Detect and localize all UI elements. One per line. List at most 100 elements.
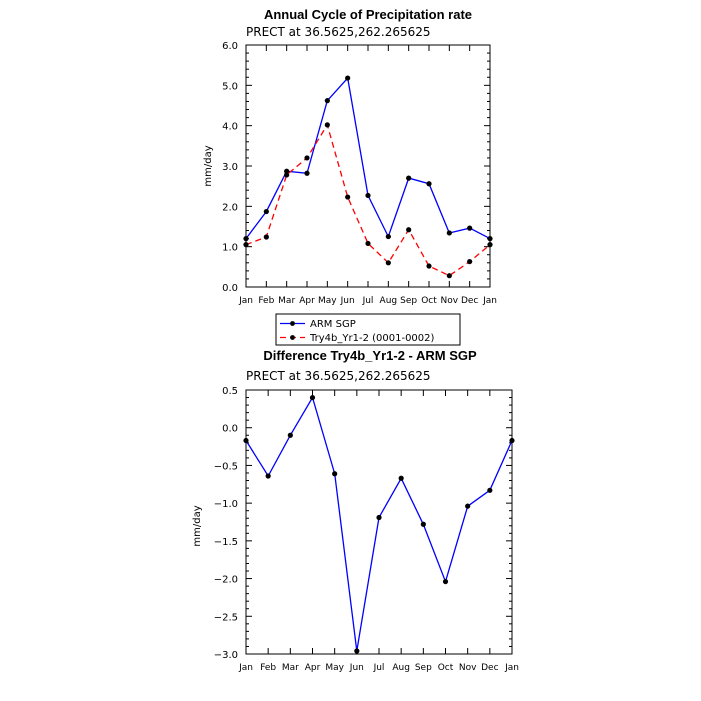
y-tick-label: 5.0 [222, 81, 238, 92]
x-tick-label: Mar [278, 296, 295, 306]
data-point [309, 394, 316, 401]
y-tick-label: 6.0 [222, 41, 238, 52]
data-point [426, 181, 432, 187]
chart-title: Annual Cycle of Precipitation rate [264, 7, 472, 22]
x-tick-label: Nov [459, 663, 477, 673]
legend-box [275, 313, 461, 346]
data-point [406, 175, 412, 181]
legend-label-arm-sgp: ARM SGP [310, 319, 356, 330]
data-point [420, 521, 426, 527]
data-point [354, 648, 360, 654]
y-tick-label: −2.0 [214, 575, 238, 586]
data-point [287, 432, 293, 438]
series-line-0 [245, 395, 513, 652]
x-tick-label: Jun [340, 296, 355, 306]
legend-marker-try4b [290, 335, 295, 340]
x-tick-label: Jul [373, 663, 385, 673]
series-line-0 [245, 76, 491, 240]
y-tick-label: 4.0 [222, 122, 238, 133]
x-tick-label: Jan [482, 296, 497, 306]
data-point [345, 75, 351, 81]
chart-annual-cycle: Annual Cycle of Precipitation rate PRECT… [203, 7, 497, 346]
x-tick-label: Mar [282, 663, 299, 673]
axis-ticks [245, 389, 513, 655]
x-tick-label: Nov [441, 296, 459, 306]
data-point [487, 487, 493, 493]
y-tick-label: −2.5 [214, 612, 238, 623]
x-tick-label: Sep [400, 296, 417, 306]
data-point [365, 192, 371, 199]
x-tick-label: Sep [415, 663, 432, 673]
data-point [284, 172, 290, 178]
y-tick-labels: 0.0 1.0 2.0 3.0 4.0 5.0 6.0 [222, 41, 238, 294]
data-point [446, 273, 452, 279]
x-tick-label: Jan [238, 663, 253, 673]
x-tick-label: Jan [238, 296, 253, 306]
data-point [465, 503, 471, 509]
axis-ticks [245, 44, 491, 288]
data-point [487, 236, 493, 242]
data-point [284, 168, 290, 174]
data-point [345, 194, 351, 200]
x-tick-label: Oct [421, 296, 437, 306]
y-tick-label: 0.0 [222, 424, 238, 435]
x-tick-label: Jan [504, 663, 519, 673]
x-tick-label: Feb [260, 663, 276, 673]
y-tick-label: 1.0 [222, 243, 238, 254]
data-point [265, 473, 271, 479]
data-point [385, 233, 391, 240]
x-tick-label: Apr [299, 296, 315, 306]
x-tick-label: Jun [349, 663, 364, 673]
data-point [263, 208, 269, 215]
legend-label-try4b: Try4b_Yr1-2 (0001-0002) [309, 333, 435, 344]
series-line-1 [245, 123, 491, 277]
plot-frame [245, 44, 491, 288]
data-point [446, 230, 452, 236]
data-point [406, 227, 412, 233]
data-point [376, 514, 382, 521]
chart-title: Difference Try4b_Yr1-2 - ARM SGP [263, 348, 477, 363]
x-tick-label: May [318, 296, 337, 306]
data-point [304, 170, 310, 176]
series-group [243, 75, 493, 279]
y-tick-label: 0.0 [222, 283, 238, 294]
y-tick-label: −1.0 [214, 499, 238, 510]
chart-subtitle: PRECT at 36.5625,262.265625 [246, 369, 431, 383]
y-tick-labels: −3.0 −2.5 −2.0 −1.5 −1.0 −0.5 0.0 0.5 [214, 386, 238, 661]
y-axis-label: mm/day [203, 145, 214, 186]
data-point [398, 475, 404, 481]
y-axis-label: mm/day [192, 505, 203, 546]
x-tick-labels: Jan Feb Mar Apr May Jun Jul Aug Sep Oct Nov Dec Jan [238, 663, 519, 673]
y-tick-label: 0.5 [222, 386, 238, 397]
data-point [487, 242, 493, 248]
data-point [467, 258, 473, 265]
x-tick-label: Aug [380, 296, 398, 306]
data-point [332, 471, 338, 477]
x-tick-labels: Jan Feb Mar Apr May Jun Jul Aug Sep Oct Nov Dec Jan [238, 296, 497, 306]
data-point [509, 437, 515, 444]
y-tick-label: −0.5 [214, 461, 238, 472]
x-tick-label: Apr [305, 663, 321, 673]
data-point [263, 234, 269, 240]
x-tick-label: Jul [362, 296, 374, 306]
data-point [304, 155, 310, 161]
plot-frame [245, 389, 513, 655]
legend-marker-arm-sgp [290, 321, 295, 326]
data-point [426, 263, 432, 269]
data-point [324, 98, 330, 104]
chart-subtitle: PRECT at 36.5625,262.265625 [246, 25, 431, 39]
data-point [385, 260, 391, 266]
data-point [243, 242, 249, 248]
x-tick-label: Feb [258, 296, 274, 306]
y-tick-label: −3.0 [214, 650, 238, 661]
x-tick-label: Aug [392, 663, 410, 673]
data-point [324, 122, 330, 128]
y-tick-label: 3.0 [222, 162, 238, 173]
y-tick-label: 2.0 [222, 202, 238, 213]
data-point [442, 578, 449, 585]
data-point [243, 236, 249, 242]
data-point [467, 225, 473, 231]
x-tick-label: Oct [438, 663, 454, 673]
legend: ARM SGP Try4b_Yr1-2 (0001-0002) [275, 313, 461, 346]
